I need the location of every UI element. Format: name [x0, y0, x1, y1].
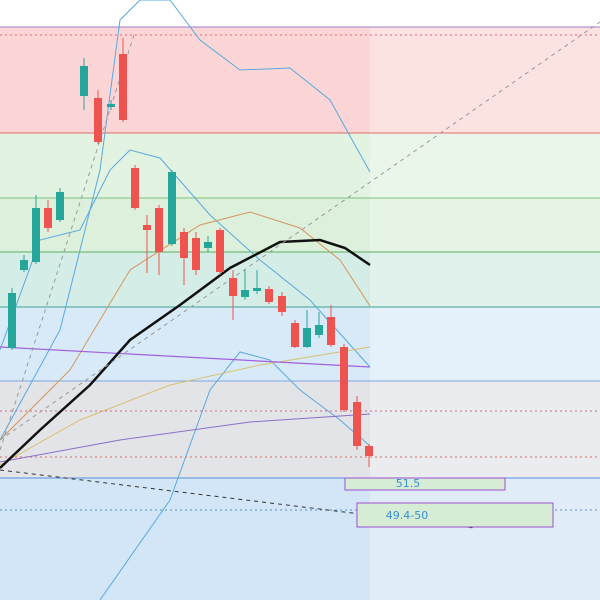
candle-body	[340, 347, 348, 410]
ma-yellow	[0, 346, 371, 466]
candle-body	[155, 208, 163, 252]
candle-body	[168, 172, 176, 244]
candle-body	[8, 293, 16, 348]
candle-body	[327, 317, 335, 345]
ma-black	[0, 238, 371, 469]
price-label: 51.5	[396, 477, 421, 490]
zone	[0, 133, 600, 198]
candle-body	[20, 260, 28, 270]
candle-body	[265, 289, 273, 302]
candle-body	[94, 98, 102, 142]
candle-body	[216, 230, 224, 272]
ma-purple	[0, 413, 371, 463]
candle-body	[119, 54, 127, 120]
candle-body	[315, 325, 323, 335]
candle-body	[32, 208, 40, 262]
zone	[0, 198, 600, 252]
bollinger-upper	[0, 0, 371, 441]
fib-line	[0, 31, 136, 451]
candle-body	[44, 208, 52, 228]
bollinger-mid	[0, 149, 371, 368]
ma-orange	[0, 211, 371, 441]
candle-body	[204, 242, 212, 248]
candle-body	[80, 66, 88, 96]
zone	[0, 252, 600, 307]
candle-body	[180, 232, 188, 258]
trend-line	[0, 346, 371, 368]
candle-body	[353, 402, 361, 446]
zone	[0, 0, 600, 27]
fib-line	[0, 21, 600, 441]
candle-body	[56, 192, 64, 220]
candles	[8, 38, 373, 467]
candle-body	[253, 288, 261, 291]
candle-body	[107, 104, 115, 107]
zone	[0, 381, 600, 478]
label-box	[344, 477, 506, 491]
candle-body	[291, 323, 299, 347]
price-label: 49.4-50	[386, 509, 428, 522]
bollinger-lower	[99, 351, 371, 600]
zone	[0, 478, 600, 600]
candle-body	[143, 225, 151, 230]
label-box	[356, 502, 554, 528]
candle-body	[192, 238, 200, 270]
candle-body	[278, 296, 286, 312]
candle-body	[365, 446, 373, 456]
candle-body	[131, 168, 139, 208]
candle-body	[303, 328, 311, 347]
candle-body	[229, 278, 237, 296]
candle-body	[241, 290, 249, 297]
